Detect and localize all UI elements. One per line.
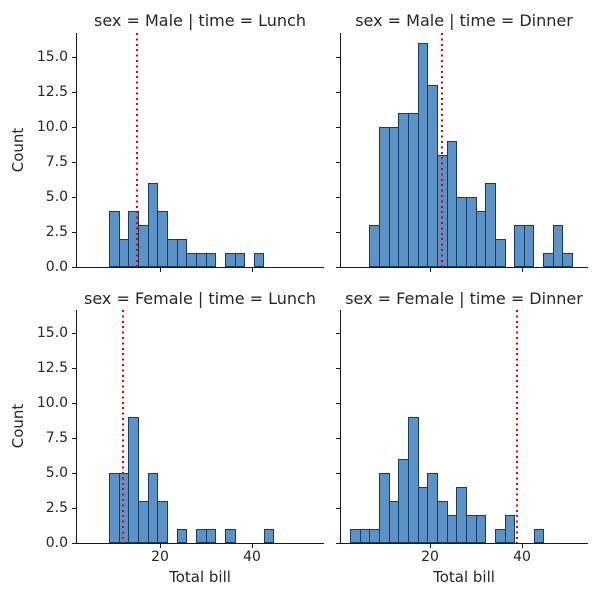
x-axis-tick <box>430 544 432 548</box>
y-tick-label: 5.0 <box>45 465 68 481</box>
histogram-bar <box>562 252 574 267</box>
y-axis-tick <box>72 403 76 405</box>
y-axis-tick <box>72 333 76 335</box>
y-axis-tick <box>336 126 340 128</box>
x-axis-tick <box>522 267 524 272</box>
y-tick-label: 12.5 <box>36 83 68 100</box>
facet-title-male-dinner: sex = Male | time = Dinner <box>355 11 573 30</box>
x-axis-tick <box>160 267 162 272</box>
histogram-bar <box>475 515 487 543</box>
histogram-bar <box>407 417 419 543</box>
histogram-bar <box>485 182 496 267</box>
y-axis-tick <box>336 508 340 510</box>
reference-vline <box>136 33 138 267</box>
y-axis-tick <box>72 126 76 128</box>
y-tick-label: 15.0 <box>36 48 68 65</box>
histogram-bar <box>263 529 275 543</box>
histogram-bar <box>224 529 236 543</box>
y-tick-label: 10.0 <box>36 118 68 135</box>
x-tick-label: 20 <box>151 549 169 565</box>
y-axis-tick <box>72 438 76 440</box>
x-axis-tick <box>252 267 254 272</box>
x-tick-label: 40 <box>513 549 531 565</box>
x-axis-tick <box>522 544 524 548</box>
y-axis-tick <box>336 403 340 405</box>
y-axis-tick <box>72 196 76 198</box>
x-axis-spine <box>76 543 324 545</box>
y-axis-spine <box>76 33 78 267</box>
y-axis-tick <box>72 161 76 163</box>
histogram-bar <box>494 238 506 267</box>
y-tick-label: 15.0 <box>36 325 68 341</box>
histogram-bar <box>533 529 545 543</box>
y-axis-tick <box>72 266 76 268</box>
histogram-bar <box>128 417 139 543</box>
facet-title-female-dinner: sex = Female | time = Dinner <box>345 289 583 308</box>
x-axis-tick <box>252 544 254 548</box>
histogram-bar <box>157 501 168 543</box>
y-axis-spine <box>76 309 78 543</box>
y-axis-tick <box>72 56 76 58</box>
y-tick-label: 2.5 <box>45 223 68 240</box>
y-axis-tick <box>336 266 340 268</box>
y-tick-label: 12.5 <box>36 360 68 376</box>
histogram-bar <box>253 252 265 267</box>
y-axis-tick <box>336 333 340 335</box>
y-tick-label: 2.5 <box>45 500 68 516</box>
reference-vline <box>441 33 444 267</box>
y-axis-tick <box>336 196 340 198</box>
y-tick-label: 7.5 <box>45 153 68 170</box>
y-axis-tick <box>72 473 76 475</box>
x-axis-spine <box>76 266 324 268</box>
histogram-bar <box>504 515 516 543</box>
x-axis-tick <box>160 544 162 548</box>
histogram-bar <box>552 224 564 267</box>
y-axis-tick <box>336 231 340 233</box>
y-axis-tick <box>72 231 76 233</box>
histogram-bar <box>205 252 217 267</box>
y-axis-tick <box>336 56 340 58</box>
y-axis-tick <box>336 473 340 475</box>
y-axis-spine <box>340 33 342 267</box>
y-tick-label: 0.0 <box>45 535 68 551</box>
y-axis-tick <box>336 368 340 370</box>
y-tick-label: 0.0 <box>45 258 68 275</box>
y-tick-label: 7.5 <box>45 430 68 446</box>
x-axis-spine <box>340 543 588 545</box>
y-axis-tick <box>72 368 76 370</box>
x-tick-label: 40 <box>243 549 261 565</box>
reference-vline <box>515 309 518 543</box>
x-axis-label-left: Total bill <box>169 568 231 586</box>
x-tick-label: 20 <box>421 549 439 565</box>
x-axis-label-right: Total bill <box>433 568 495 586</box>
histogram-bar <box>205 529 217 543</box>
reference-vline <box>121 309 124 543</box>
y-axis-tick <box>336 161 340 163</box>
histogram-bar <box>176 529 188 543</box>
y-axis-tick <box>72 543 76 545</box>
y-axis-tick <box>336 91 340 93</box>
facet-title-female-lunch: sex = Female | time = Lunch <box>84 289 316 308</box>
x-axis-tick <box>430 267 432 272</box>
y-axis-tick <box>336 438 340 440</box>
y-axis-tick <box>72 508 76 510</box>
facet-title-male-lunch: sex = Male | time = Lunch <box>94 11 306 30</box>
histogram-bar <box>234 252 246 267</box>
y-axis-tick <box>336 543 340 545</box>
histogram-bar <box>523 224 535 267</box>
y-tick-label: 10.0 <box>36 395 68 411</box>
y-axis-tick <box>72 91 76 93</box>
y-tick-label: 5.0 <box>45 188 68 205</box>
y-axis-spine <box>340 309 342 543</box>
x-axis-spine <box>340 266 588 268</box>
